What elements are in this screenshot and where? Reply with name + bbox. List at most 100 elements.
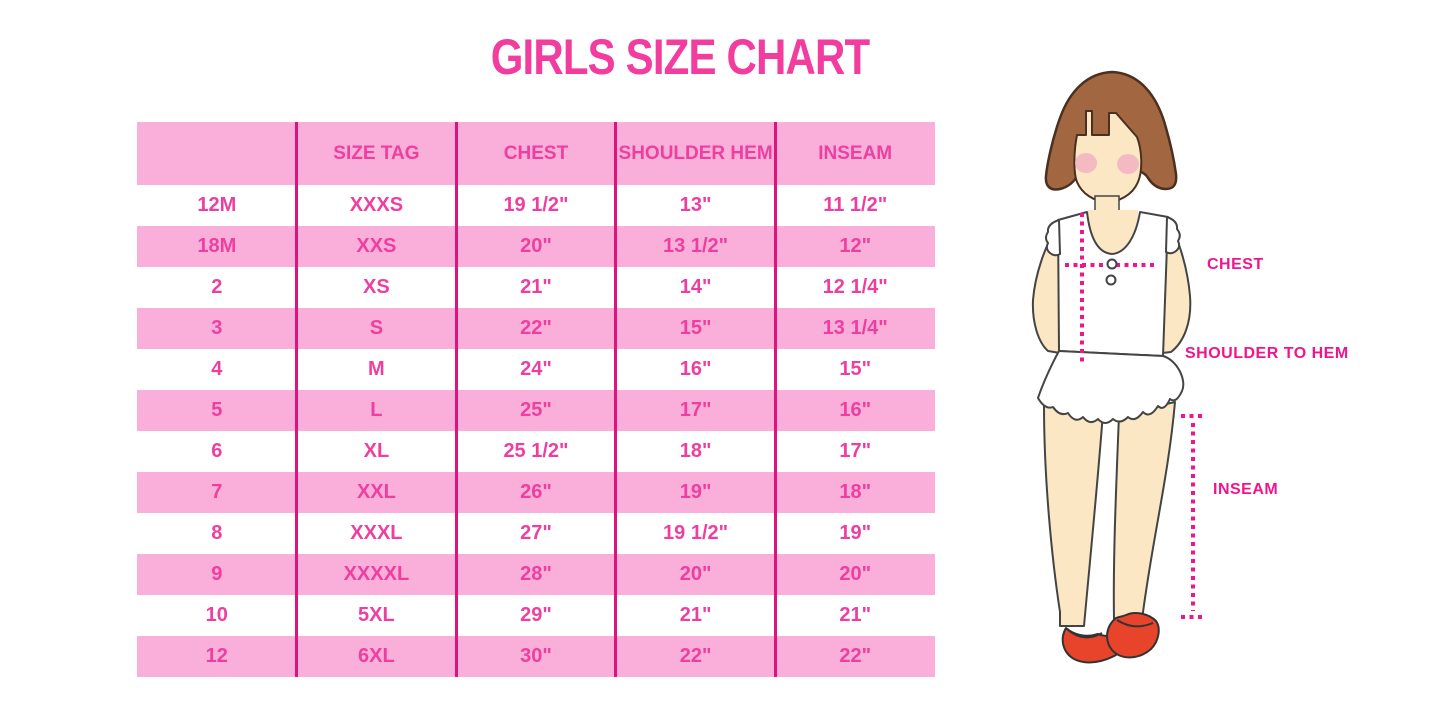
column-divider-2 <box>455 122 458 677</box>
table-cell: 30" <box>520 645 552 667</box>
table-cell: 2 <box>211 276 223 298</box>
bottom-button <box>1105 274 1117 286</box>
girl-illustration <box>1031 70 1206 664</box>
right-shoe-strap <box>1116 619 1154 628</box>
table-cell: 19 1/2" <box>503 194 569 216</box>
table-cell: 24" <box>520 358 552 380</box>
table-row: 9 XXXXL 28" 20" 20" <box>137 554 935 595</box>
table-cell: 22" <box>679 645 712 667</box>
table-cell: 5 <box>211 399 223 421</box>
table-cell: 17" <box>679 399 712 421</box>
table-cell: XL <box>363 440 390 462</box>
measurement-figure: CHEST SHOULDER TO HEM INSEAM <box>1000 60 1445 700</box>
table-cell: 20" <box>679 563 712 585</box>
table-cell: 18" <box>679 440 712 462</box>
header-cell-shoulder-hem: SHOULDER HEM <box>618 142 773 164</box>
table-cell: 20" <box>839 563 872 585</box>
table-cell: L <box>370 399 383 421</box>
table-cell: 13 1/4" <box>822 317 888 339</box>
table-cell: M <box>368 358 385 380</box>
table-cell: 9 <box>211 563 223 585</box>
page-title: GIRLS SIZE CHART <box>490 29 870 85</box>
table-row: 12 6XL 30" 22" 22" <box>137 636 935 677</box>
table-cell: 10 <box>205 604 228 626</box>
table-cell: XXXXL <box>343 563 410 585</box>
table-cell: 13 1/2" <box>663 235 729 257</box>
column-divider-3 <box>614 122 617 677</box>
table-cell: 18M <box>197 235 237 257</box>
column-divider-1 <box>295 122 298 677</box>
table-cell: 13" <box>679 194 712 216</box>
table-cell: 14" <box>679 276 712 298</box>
table-cell: 29" <box>520 604 552 626</box>
table-cell: XXL <box>356 481 396 503</box>
table-cell: XXXS <box>349 194 404 216</box>
header-cell-size-tag: SIZE TAG <box>333 142 420 164</box>
table-cell: 16" <box>839 399 872 421</box>
table-cell: XXS <box>356 235 397 257</box>
table-cell: 15" <box>839 358 872 380</box>
left-shoulder-ruffle <box>1045 219 1061 257</box>
table-cell: 18" <box>839 481 872 503</box>
table-row: 2 XS 21" 14" 12 1/4" <box>137 267 935 308</box>
table-cell: 25 1/2" <box>503 440 569 462</box>
table-cell: 20" <box>520 235 552 257</box>
table-row: 10 5XL 29" 21" 21" <box>137 595 935 636</box>
table-cell: 4 <box>211 358 223 380</box>
right-leg <box>1112 401 1176 621</box>
right-blush <box>1117 154 1139 174</box>
table-cell: S <box>369 317 384 339</box>
right-shoe <box>1106 612 1160 659</box>
table-cell: 6 <box>211 440 223 462</box>
header-cell-inseam: INSEAM <box>818 142 893 164</box>
table-row: 4 M 24" 16" 15" <box>137 349 935 390</box>
table-row: 8 XXXL 27" 19 1/2" 19" <box>137 513 935 554</box>
header-cell-chest: CHEST <box>503 142 569 164</box>
table-body: 12M XXXS 19 1/2" 13" 11 1/2" 18M XXS 20" 13 1/2"… <box>137 185 935 677</box>
table-cell: 12 1/4" <box>822 276 888 298</box>
table-cell: 12M <box>197 194 237 216</box>
table-cell: 17" <box>839 440 872 462</box>
table-cell: 27" <box>520 522 552 544</box>
table-cell: 6XL <box>358 645 395 667</box>
table-cell: 21" <box>679 604 712 626</box>
table-cell: 22" <box>839 645 872 667</box>
table-cell: 7 <box>211 481 223 503</box>
table-cell: 8 <box>211 522 223 544</box>
skirt <box>1037 350 1185 424</box>
table-cell: 3 <box>211 317 223 339</box>
table-cell: 28" <box>520 563 552 585</box>
table-row: 12M XXXS 19 1/2" 13" 11 1/2" <box>137 185 935 226</box>
table-cell: 15" <box>679 317 712 339</box>
left-shoe-strap <box>1067 629 1103 639</box>
table-cell: 22" <box>520 317 552 339</box>
column-divider-4 <box>774 122 777 677</box>
table-cell: XS <box>363 276 390 298</box>
table-cell: 21" <box>839 604 872 626</box>
size-table: SIZE TAG CHEST SHOULDER HEM INSEAM 12M XX… <box>137 122 935 677</box>
table-cell: 19" <box>679 481 712 503</box>
left-leg <box>1043 404 1104 627</box>
table-cell: 5XL <box>358 604 395 626</box>
table-row: 18M XXS 20" 13 1/2" 12" <box>137 226 935 267</box>
table-row: 6 XL 25 1/2" 18" 17" <box>137 431 935 472</box>
table-cell: 19 1/2" <box>663 522 729 544</box>
table-row: 7 XXL 26" 19" 18" <box>137 472 935 513</box>
header-cell-size <box>137 122 297 185</box>
table-cell: 21" <box>520 276 552 298</box>
table-row: 5 L 25" 17" 16" <box>137 390 935 431</box>
chest-label: CHEST <box>1207 256 1264 273</box>
table-cell: 16" <box>679 358 712 380</box>
top-button <box>1106 258 1118 270</box>
table-cell: 19" <box>839 522 872 544</box>
table-cell: XXXL <box>350 522 403 544</box>
table-cell: 12" <box>839 235 872 257</box>
table-cell: 25" <box>520 399 552 421</box>
table-cell: 12 <box>205 645 228 667</box>
table-row: 3 S 22" 15" 13 1/4" <box>137 308 935 349</box>
left-blush <box>1075 153 1097 173</box>
right-shoulder-ruffle <box>1165 216 1181 255</box>
face <box>1073 110 1143 203</box>
table-cell: 26" <box>520 481 552 503</box>
